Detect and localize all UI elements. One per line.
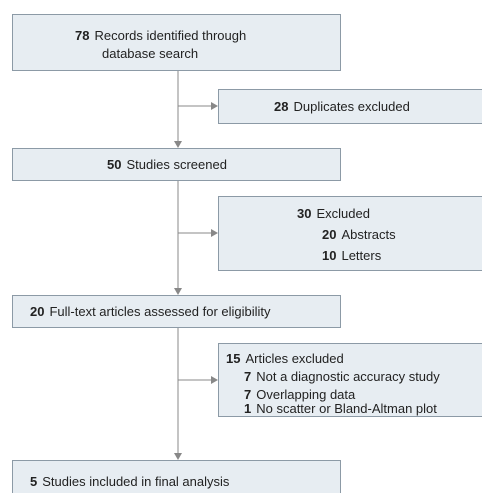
- box-text: 5 Studies included in final analysis: [30, 474, 230, 489]
- arrowhead: [174, 288, 182, 295]
- box-item: 20 Abstracts: [322, 227, 396, 242]
- box-item: 7 Overlapping data: [244, 387, 356, 402]
- box-text: 15 Articles excluded: [226, 351, 344, 366]
- connectors: [174, 70, 218, 460]
- box-item: 1 No scatter or Bland-Altman plot: [244, 401, 437, 416]
- box: [218, 89, 482, 124]
- box: [218, 196, 482, 271]
- box: [12, 148, 341, 181]
- box-text: 20 Full-text articles assessed for eligib…: [30, 304, 271, 319]
- arrowhead: [174, 453, 182, 460]
- box: [218, 343, 482, 417]
- box-text: 78 Records identified through: [75, 28, 246, 43]
- box-item: 7 Not a diagnostic accuracy study: [244, 369, 440, 384]
- arrowhead: [211, 229, 218, 237]
- box-text: database search: [102, 46, 198, 61]
- box: [12, 295, 341, 328]
- box-text: 50 Studies screened: [107, 157, 227, 172]
- arrowhead: [211, 376, 218, 384]
- arrowhead: [174, 141, 182, 148]
- arrowhead: [211, 102, 218, 110]
- box-text: 30 Excluded: [297, 206, 370, 221]
- box-text: 28 Duplicates excluded: [274, 99, 410, 114]
- box: [12, 14, 341, 71]
- box-item: 10 Letters: [322, 248, 382, 263]
- box: [12, 460, 341, 493]
